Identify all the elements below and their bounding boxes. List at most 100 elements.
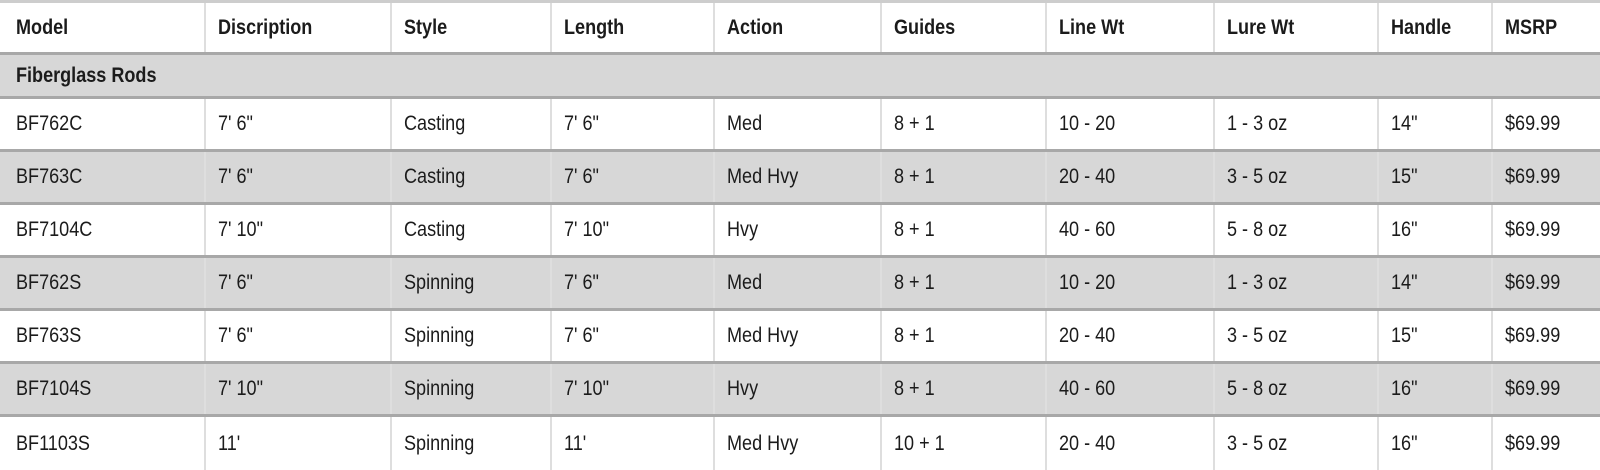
table-row-bf763c: BF763C 7' 6" Casting 7' 6" Med Hvy 8 + 1… xyxy=(0,150,1600,204)
cell-text: 7' 6" xyxy=(218,324,253,347)
cell-text: $69.99 xyxy=(1505,218,1561,241)
table-row-bf762c: BF762C 7' 6" Casting 7' 6" Med 8 + 1 10 … xyxy=(0,97,1600,151)
cell-model: BF1103S xyxy=(0,415,206,470)
cell-msrp: $69.99 xyxy=(1492,362,1600,416)
cell-model: BF763S xyxy=(0,309,206,363)
cell-text: BF762S xyxy=(16,271,82,294)
cell-text: $69.99 xyxy=(1505,377,1561,400)
cell-lure-wt: 5 - 8 oz xyxy=(1214,362,1379,416)
cell-text: 16" xyxy=(1391,431,1418,455)
cell-text: 7' 10" xyxy=(564,377,610,400)
cell-text: $69.99 xyxy=(1505,165,1561,188)
cell-text: 1 - 3 oz xyxy=(1227,112,1288,135)
cell-discription: 7' 6" xyxy=(205,97,392,151)
column-header-style: Style xyxy=(391,1,552,54)
cell-length: 7' 6" xyxy=(551,309,715,363)
cell-text: 7' 10" xyxy=(564,218,610,241)
cell-model: BF762S xyxy=(0,256,206,310)
cell-lure-wt: 3 - 5 oz xyxy=(1214,415,1379,470)
cell-handle: 14" xyxy=(1378,97,1493,151)
table-row-bf7104c: BF7104C 7' 10" Casting 7' 10" Hvy 8 + 1 … xyxy=(0,203,1600,257)
cell-line-wt: 20 - 40 xyxy=(1046,309,1215,363)
cell-text: 11' xyxy=(218,431,241,455)
cell-text: Med xyxy=(727,271,763,294)
column-header-label: Action xyxy=(727,15,784,39)
cell-text: Spinning xyxy=(404,271,475,294)
cell-handle: 15" xyxy=(1378,309,1493,363)
column-header-action: Action xyxy=(714,1,882,54)
column-header-label: Length xyxy=(564,15,625,39)
cell-discription: 7' 10" xyxy=(205,362,392,416)
cell-style: Spinning xyxy=(391,309,552,363)
cell-text: 7' 6" xyxy=(564,165,599,188)
column-header-msrp: MSRP xyxy=(1492,1,1600,54)
table-row-bf763s: BF763S 7' 6" Spinning 7' 6" Med Hvy 8 + … xyxy=(0,309,1600,363)
cell-guides: 8 + 1 xyxy=(881,150,1047,204)
cell-lure-wt: 1 - 3 oz xyxy=(1214,256,1379,310)
cell-guides: 8 + 1 xyxy=(881,256,1047,310)
cell-msrp: $69.99 xyxy=(1492,310,1600,363)
cell-length: 11' xyxy=(551,415,715,470)
cell-msrp: $69.99 xyxy=(1492,256,1600,310)
cell-handle: 15" xyxy=(1378,150,1493,204)
cell-style: Casting xyxy=(391,203,552,257)
cell-text: 3 - 5 oz xyxy=(1227,431,1288,455)
cell-text: 10 + 1 xyxy=(894,431,945,455)
cell-text: 20 - 40 xyxy=(1059,324,1116,347)
cell-text: Casting xyxy=(404,112,466,135)
cell-text: 8 + 1 xyxy=(894,165,935,188)
column-header-label: Lure Wt xyxy=(1227,15,1295,39)
cell-text: 40 - 60 xyxy=(1059,377,1116,400)
cell-discription: 7' 10" xyxy=(205,203,392,257)
cell-length: 7' 6" xyxy=(551,256,715,310)
column-header-label: Line Wt xyxy=(1059,15,1125,39)
cell-text: 3 - 5 oz xyxy=(1227,165,1288,188)
cell-text: Hvy xyxy=(727,377,759,400)
cell-text: 7' 6" xyxy=(564,271,599,294)
cell-text: 20 - 40 xyxy=(1059,165,1116,188)
cell-text: Med xyxy=(727,112,763,135)
column-header-discription: Discription xyxy=(205,1,392,54)
cell-model: BF762C xyxy=(0,97,206,151)
column-header-lure-wt: Lure Wt xyxy=(1214,1,1379,54)
cell-action: Med Hvy xyxy=(714,150,882,204)
cell-handle: 14" xyxy=(1378,256,1493,310)
cell-style: Casting xyxy=(391,150,552,204)
column-header-length: Length xyxy=(551,1,715,54)
cell-text: BF7104C xyxy=(16,218,93,241)
cell-length: 7' 10" xyxy=(551,203,715,257)
cell-guides: 8 + 1 xyxy=(881,203,1047,257)
cell-text: 7' 6" xyxy=(564,324,599,347)
cell-line-wt: 20 - 40 xyxy=(1046,415,1215,470)
cell-style: Casting xyxy=(391,97,552,151)
cell-text: 14" xyxy=(1391,112,1418,135)
cell-text: 8 + 1 xyxy=(894,377,935,400)
cell-line-wt: 20 - 40 xyxy=(1046,150,1215,204)
cell-action: Med Hvy xyxy=(714,309,882,363)
cell-text: BF7104S xyxy=(16,377,92,400)
table-row-bf7104s: BF7104S 7' 10" Spinning 7' 10" Hvy 8 + 1… xyxy=(0,362,1600,416)
cell-msrp: $69.99 xyxy=(1492,150,1600,204)
cell-text: 16" xyxy=(1391,377,1418,400)
cell-text: 7' 6" xyxy=(218,165,253,188)
cell-text: 10 - 20 xyxy=(1059,271,1116,294)
cell-action: Med xyxy=(714,97,882,151)
column-header-label: Guides xyxy=(894,15,956,39)
cell-line-wt: 40 - 60 xyxy=(1046,203,1215,257)
table-header-row: Model Discription Style Length Action Gu… xyxy=(0,1,1600,54)
cell-lure-wt: 3 - 5 oz xyxy=(1214,150,1379,204)
cell-text: 15" xyxy=(1391,324,1418,347)
cell-length: 7' 10" xyxy=(551,362,715,416)
cell-msrp: $69.99 xyxy=(1492,204,1600,257)
cell-text: Med Hvy xyxy=(727,431,799,455)
cell-text: 20 - 40 xyxy=(1059,431,1116,455)
section-header-label: Fiberglass Rods xyxy=(16,63,157,87)
cell-guides: 8 + 1 xyxy=(881,97,1047,151)
cell-style: Spinning xyxy=(391,415,552,470)
cell-text: 7' 6" xyxy=(564,112,599,135)
cell-text: 7' 6" xyxy=(218,271,253,294)
cell-text: $69.99 xyxy=(1505,271,1561,294)
cell-text: 7' 10" xyxy=(218,218,264,241)
cell-text: Casting xyxy=(404,165,466,188)
